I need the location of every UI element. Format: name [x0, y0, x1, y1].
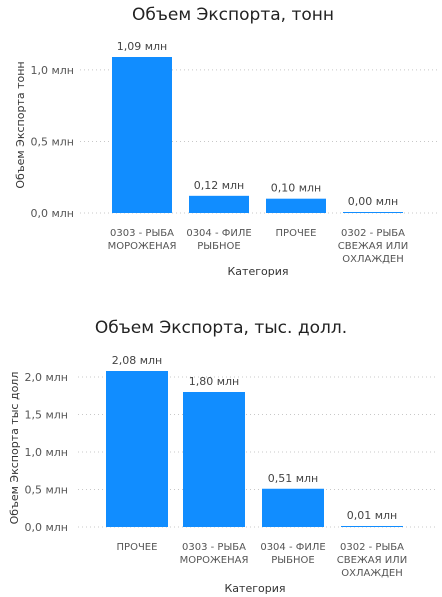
data-label: 2,08 млн — [112, 354, 163, 367]
y-tick-label: 0,5 млн — [24, 484, 68, 497]
y-tick-label: 1,5 млн — [24, 409, 68, 422]
x-category-label: 0304 - ФИЛЕ — [260, 542, 325, 553]
bar[interactable] — [341, 526, 403, 527]
bar[interactable] — [106, 371, 168, 527]
bar[interactable] — [183, 392, 245, 527]
tonnage-chart: Объем Экспорта, тонн Объем Экспорта тонн… — [14, 5, 438, 278]
data-label: 1,09 млн — [117, 40, 168, 53]
bar[interactable] — [189, 195, 249, 213]
x-category-label: МОРОЖЕНАЯ — [180, 555, 249, 566]
x-category-label: 0302 - РЫБА — [341, 228, 405, 239]
x-category-label: 0302 - РЫБА — [340, 542, 404, 553]
bar[interactable] — [266, 198, 326, 213]
data-label: 0,10 млн — [271, 182, 322, 195]
x-category-label: СВЕЖАЯ ИЛИ — [337, 555, 407, 566]
x-category-label: ПРОЧЕЕ — [117, 542, 158, 553]
data-label: 0,12 млн — [194, 179, 245, 192]
x-category-label: МОРОЖЕНАЯ — [108, 241, 177, 252]
value-chart: Объем Экспорта, тыс. долл. Объем Экспорт… — [8, 318, 438, 595]
x-category-label: ОХЛАЖДЕН — [342, 254, 404, 265]
y-tick-label: 0,0 млн — [24, 521, 68, 534]
y-tick-label: 1,0 млн — [30, 64, 74, 77]
x-axis-label: Категория — [228, 265, 289, 278]
x-category-label: РЫБНОЕ — [271, 555, 314, 566]
y-tick-label: 2,0 млн — [24, 371, 68, 384]
y-tick-label: 0,0 млн — [30, 207, 74, 220]
y-tick-label: 1,0 млн — [24, 446, 68, 459]
bar[interactable] — [343, 212, 403, 213]
bar[interactable] — [112, 57, 172, 213]
x-category-label: 0303 - РЫБА — [110, 228, 174, 239]
data-label: 0,01 млн — [347, 509, 398, 522]
data-label: 1,80 млн — [189, 375, 240, 388]
data-label: 0,51 млн — [268, 472, 319, 485]
x-category-label: СВЕЖАЯ ИЛИ — [338, 241, 408, 252]
chart-title: Объем Экспорта, тыс. долл. — [95, 318, 347, 338]
x-category-label: ПРОЧЕЕ — [276, 228, 317, 239]
x-category-label: РЫБНОЕ — [197, 241, 240, 252]
x-category-label: 0303 - РЫБА — [182, 542, 246, 553]
data-label: 0,00 млн — [348, 195, 399, 208]
bar[interactable] — [262, 488, 324, 527]
y-axis-label: Объем Экспорта тонн — [14, 61, 27, 188]
x-axis-label: Категория — [225, 582, 286, 595]
x-category-label: ОХЛАЖДЕН — [341, 568, 403, 579]
y-axis-label: Объем Экспорта тыс долл — [8, 372, 21, 525]
y-tick-label: 0,5 млн — [30, 135, 74, 148]
x-category-label: 0304 - ФИЛЕ — [186, 228, 251, 239]
chart-title: Объем Экспорта, тонн — [132, 5, 334, 25]
